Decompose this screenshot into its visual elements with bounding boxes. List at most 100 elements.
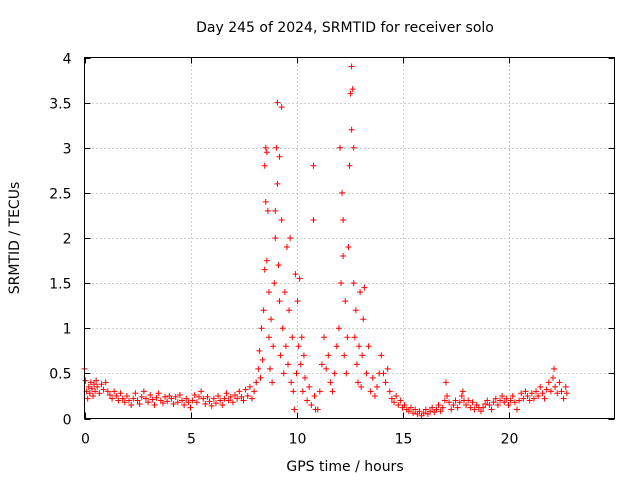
data-point [268, 316, 275, 323]
data-point [304, 397, 311, 404]
data-point [374, 383, 381, 390]
data-point [552, 383, 559, 390]
data-point [170, 401, 177, 408]
x-tick-label: 5 [187, 432, 196, 448]
data-point [151, 401, 158, 408]
data-point [341, 352, 348, 359]
data-point [535, 392, 542, 399]
data-point [384, 365, 391, 372]
data-point [412, 406, 419, 413]
data-point [256, 347, 263, 354]
data-point [227, 393, 234, 400]
data-point [181, 401, 188, 408]
data-point [554, 390, 561, 397]
data-point [454, 404, 461, 411]
data-point [446, 399, 453, 406]
data-point [314, 406, 321, 413]
data-point [195, 393, 202, 400]
y-tick-label: 2 [63, 232, 72, 248]
x-axis-label: GPS time / hours [286, 459, 403, 475]
data-point [452, 397, 459, 404]
data-point [448, 406, 455, 413]
data-point [248, 395, 255, 402]
data-point [271, 280, 278, 287]
data-point [299, 388, 306, 395]
data-point [261, 266, 268, 273]
data-point [223, 390, 230, 397]
data-point [202, 401, 209, 408]
data-point [263, 257, 270, 264]
data-point [255, 365, 262, 372]
data-point [126, 397, 133, 404]
data-point [261, 162, 268, 169]
data-point [277, 352, 284, 359]
data-point [262, 144, 269, 151]
data-point [530, 395, 537, 402]
data-point [217, 397, 224, 404]
data-point [367, 388, 374, 395]
data-point [386, 388, 393, 395]
data-point [159, 400, 166, 407]
data-point [91, 381, 98, 388]
x-tick-label: 20 [501, 432, 519, 448]
y-tick-labels: 0 0.5 1 1.5 2 2.5 3 3.5 4 [49, 52, 71, 429]
data-point [251, 388, 258, 395]
data-point [280, 370, 287, 377]
data-point [342, 298, 349, 305]
x-tick-labels: 0 5 10 15 20 [81, 432, 518, 448]
data-point [260, 307, 267, 314]
data-point [357, 289, 364, 296]
data-point [85, 383, 92, 390]
data-point [294, 298, 301, 305]
data-point [369, 374, 376, 381]
data-point [391, 399, 398, 406]
data-point [286, 307, 293, 314]
data-point [352, 307, 359, 314]
data-point [301, 374, 308, 381]
data-point [128, 401, 135, 408]
data-point [189, 397, 196, 404]
data-point [267, 365, 273, 372]
data-point [100, 386, 107, 393]
data-point [316, 388, 323, 395]
data-point [121, 399, 128, 406]
data-point [405, 408, 412, 415]
data-point [503, 395, 510, 402]
data-point [257, 374, 264, 381]
data-point [88, 385, 95, 392]
data-point [225, 397, 232, 404]
data-point [174, 399, 181, 406]
data-point [354, 379, 361, 386]
y-tick-label: 1.5 [49, 277, 71, 293]
data-point [272, 207, 279, 214]
data-point [562, 383, 569, 390]
data-point [274, 99, 281, 106]
data-point [518, 390, 525, 397]
data-point [492, 395, 499, 402]
data-point [123, 392, 130, 399]
data-point [509, 392, 516, 399]
data-point [516, 397, 523, 404]
data-point [349, 86, 356, 93]
data-point [179, 397, 186, 404]
data-point [469, 399, 476, 406]
data-point [288, 379, 295, 386]
data-point [229, 399, 236, 406]
data-point [395, 401, 402, 408]
data-point [325, 352, 332, 359]
data-point [524, 392, 531, 399]
chart-title: Day 245 of 2024, SRMTID for receiver sol… [196, 20, 494, 36]
data-point [293, 370, 300, 377]
data-point [283, 244, 290, 251]
data-point [296, 275, 303, 282]
data-point [560, 395, 567, 402]
data-point [200, 395, 207, 402]
data-point [193, 399, 200, 406]
data-point [482, 401, 489, 408]
data-point [550, 374, 557, 381]
data-point [339, 189, 346, 196]
data-point [344, 334, 351, 341]
data-point [221, 395, 228, 402]
plot-frame [84, 57, 615, 419]
data-point [359, 352, 366, 359]
